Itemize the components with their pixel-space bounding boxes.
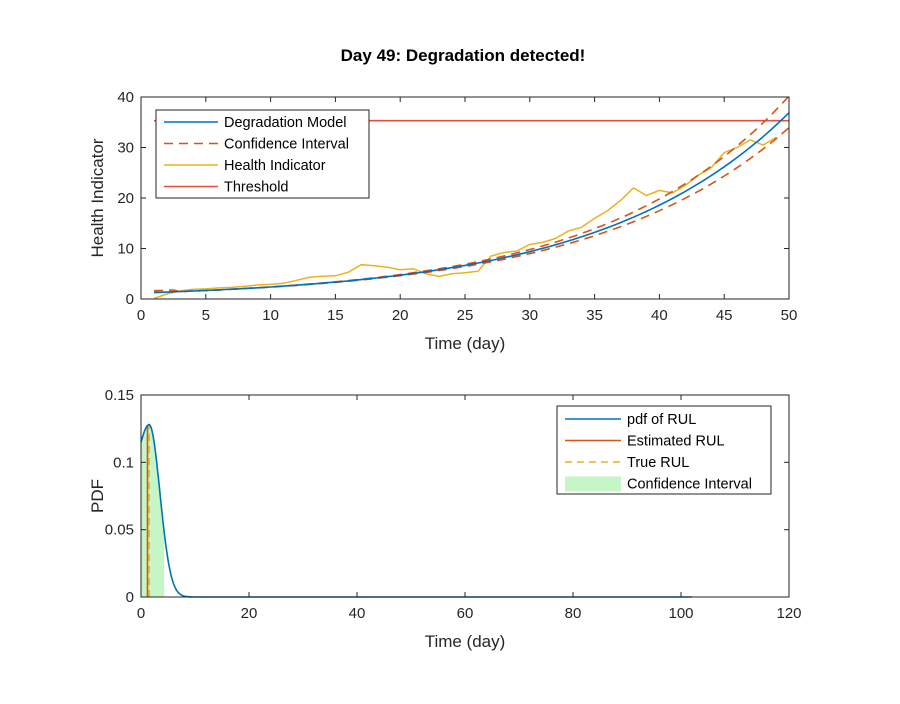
- p1-xlabel: Time (day): [425, 334, 506, 353]
- p1-xtick-label: 40: [651, 307, 668, 324]
- legend-confidence-interval-patch: Confidence Interval: [627, 477, 752, 493]
- legend-true-rul: True RUL: [627, 455, 689, 471]
- p2-xtick-label: 20: [241, 605, 258, 622]
- p1-ytick-label: 20: [117, 190, 134, 207]
- degradation-model-line: [153, 112, 789, 294]
- legend-pdf-of-rul: pdf of RUL: [627, 412, 696, 428]
- p2-xlabel: Time (day): [425, 632, 506, 651]
- p2-ytick-label: 0.15: [105, 387, 134, 404]
- p1-ylabel: Health Indicator: [88, 138, 107, 257]
- legend-confidence-interval-patch-swatch: [565, 476, 621, 492]
- legend-degradation-model: Degradation Model: [224, 115, 347, 131]
- legend-threshold: Threshold: [224, 180, 288, 196]
- p2-ytick-label: 0.1: [113, 454, 134, 471]
- p1-xtick-label: 35: [586, 307, 603, 324]
- rul-pdf-plot: 0 20 40 60 80 100 120 0 0.05 0.1 0.15 Time (day) PDF…: [88, 387, 802, 651]
- legend-estimated-rul: Estimated RUL: [627, 434, 725, 450]
- p1-xtick-label: 5: [202, 307, 210, 324]
- p1-xtick-label: 0: [137, 307, 145, 324]
- p2-ylabel: PDF: [88, 479, 107, 513]
- p2-xtick-label: 0: [137, 605, 145, 622]
- p1-ytick-label: 40: [117, 89, 134, 106]
- p1-xtick-label: 50: [781, 307, 798, 324]
- health-indicator-line: [153, 136, 777, 299]
- p1-xtick-label: 15: [327, 307, 344, 324]
- p1-ytick-label: 10: [117, 241, 134, 258]
- p2-ytick-label: 0.05: [105, 522, 134, 539]
- health-indicator-plot: 0 5 10 15 20 25 30 35 40 45 50 0 10 20 30 40 Time (day) H…: [88, 89, 797, 353]
- p2-ytick-label: 0: [126, 589, 134, 606]
- p2-xtick-label: 40: [349, 605, 366, 622]
- p1-xtick-label: 30: [521, 307, 538, 324]
- p1-xtick-label: 25: [457, 307, 474, 324]
- p2-xtick-label: 100: [668, 605, 693, 622]
- p2-xtick-label: 60: [457, 605, 474, 622]
- p2-xtick-label: 120: [776, 605, 801, 622]
- p1-legend-box: [155, 109, 370, 199]
- p2-xtick-label: 80: [565, 605, 582, 622]
- p1-xtick-label: 20: [392, 307, 409, 324]
- figure-title: Day 49: Degradation detected!: [341, 46, 586, 65]
- legend-health-indicator: Health Indicator: [224, 158, 326, 174]
- p1-xtick-label: 10: [262, 307, 279, 324]
- legend-confidence-interval: Confidence Interval: [224, 137, 349, 153]
- p1-ytick-label: 30: [117, 140, 134, 157]
- p1-xtick-label: 45: [716, 307, 733, 324]
- p1-ytick-label: 0: [126, 291, 134, 308]
